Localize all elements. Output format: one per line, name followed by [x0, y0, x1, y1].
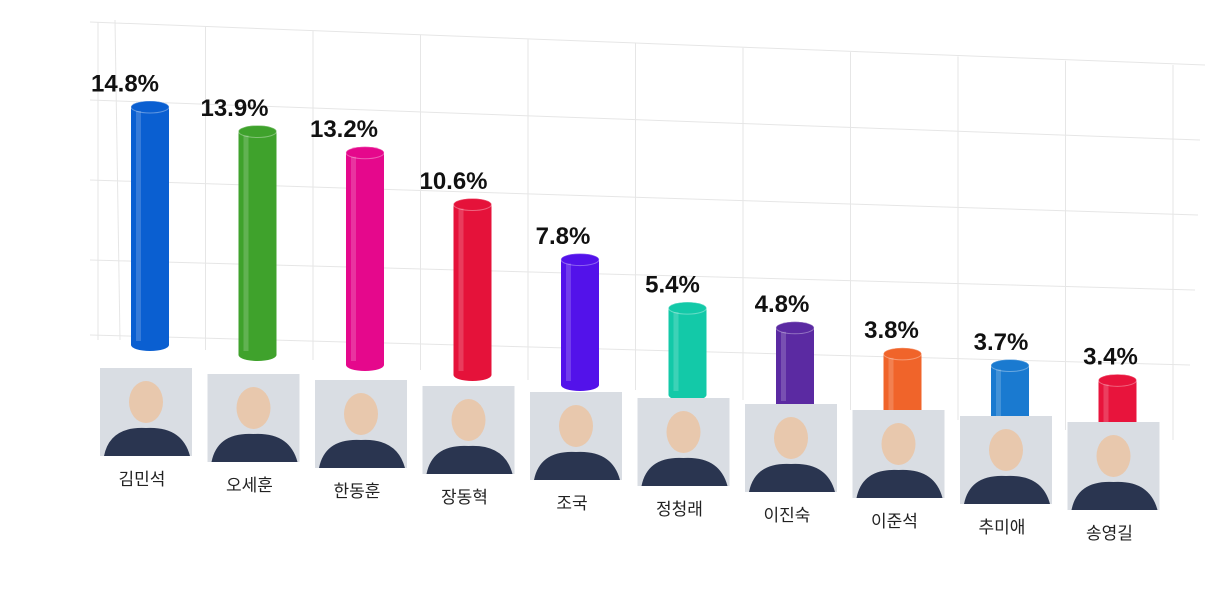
photo: [960, 416, 1052, 504]
photo-face: [451, 399, 486, 441]
bar-shine: [673, 312, 679, 391]
photo-body: [749, 463, 835, 492]
value-label: 13.2%: [310, 116, 378, 143]
bar-cap: [453, 198, 492, 212]
bar-cap: [775, 321, 815, 335]
bar-shine: [888, 357, 894, 411]
photo-body: [104, 427, 190, 456]
value-label: 3.8%: [864, 317, 919, 344]
bar-cap: [130, 100, 170, 114]
value-label: 3.7%: [974, 329, 1029, 356]
x-tick-label: 김민석: [119, 470, 166, 490]
photo-body: [319, 439, 405, 468]
bar-cap: [345, 146, 385, 160]
bar-shine: [136, 111, 141, 341]
photo-face: [881, 423, 916, 465]
photo-body: [856, 469, 943, 498]
value-label: 13.9%: [200, 95, 268, 122]
photo-face: [666, 411, 701, 453]
x-tick-label: 정청래: [656, 500, 703, 520]
bar-cap: [990, 359, 1030, 372]
bar-cap: [560, 253, 600, 267]
bar-cap: [668, 301, 707, 315]
value-label: 5.4%: [645, 272, 700, 299]
photo-body: [641, 457, 728, 486]
photo-face: [1096, 435, 1131, 477]
bar-cap: [1098, 373, 1137, 387]
bar-cap: [238, 124, 277, 138]
bar-shine: [781, 331, 786, 401]
photo: [1067, 422, 1160, 510]
bar: [991, 359, 1029, 431]
bar-shine: [996, 369, 1001, 421]
value-label: 4.8%: [755, 291, 810, 318]
grid-frame: [89, 19, 1206, 366]
bar-shine: [351, 156, 356, 361]
bar: [668, 302, 707, 401]
photo-face: [344, 393, 378, 435]
photo-body: [1071, 481, 1158, 510]
x-tick-label: 송영길: [1086, 524, 1133, 544]
bar-shine: [458, 208, 464, 371]
photo: [745, 404, 837, 492]
x-tick-label: 오세훈: [226, 476, 273, 496]
x-tick-label: 이진숙: [764, 506, 811, 526]
photo-face: [989, 429, 1023, 471]
photo-body: [534, 451, 620, 480]
photo-face: [129, 381, 163, 423]
value-label: 14.8%: [91, 70, 159, 97]
photo-body: [211, 433, 298, 462]
bar: [561, 253, 599, 391]
value-label: 10.6%: [419, 168, 487, 195]
photo: [637, 398, 730, 486]
photo: [530, 392, 622, 480]
bar-cap: [883, 347, 922, 361]
value-label: 3.4%: [1083, 344, 1138, 371]
photo: [315, 380, 407, 468]
x-tick-label: 한동훈: [334, 482, 381, 502]
bar: [776, 321, 814, 411]
bar: [131, 101, 169, 351]
photo-face: [236, 387, 271, 429]
bar: [883, 347, 922, 422]
grid: [89, 19, 1206, 366]
photo: [100, 368, 192, 456]
bar-shine: [566, 263, 571, 381]
photo-face: [559, 405, 593, 447]
x-tick-label: 조국: [556, 494, 587, 514]
x-tick-label: 이준석: [871, 512, 918, 532]
bar-shine: [243, 135, 249, 351]
value-label: 7.8%: [536, 223, 591, 250]
bar-shine: [1103, 384, 1109, 431]
photo-body: [426, 445, 513, 474]
bar: [346, 146, 384, 371]
photo: [422, 386, 515, 474]
x-tick-label: 추미애: [979, 518, 1026, 538]
photo: [852, 410, 945, 498]
photo-face: [774, 417, 808, 459]
bar: [453, 198, 492, 381]
x-tick-label: 장동혁: [441, 488, 488, 508]
photo-body: [964, 475, 1050, 504]
bar: [238, 125, 277, 361]
photo: [207, 374, 300, 462]
